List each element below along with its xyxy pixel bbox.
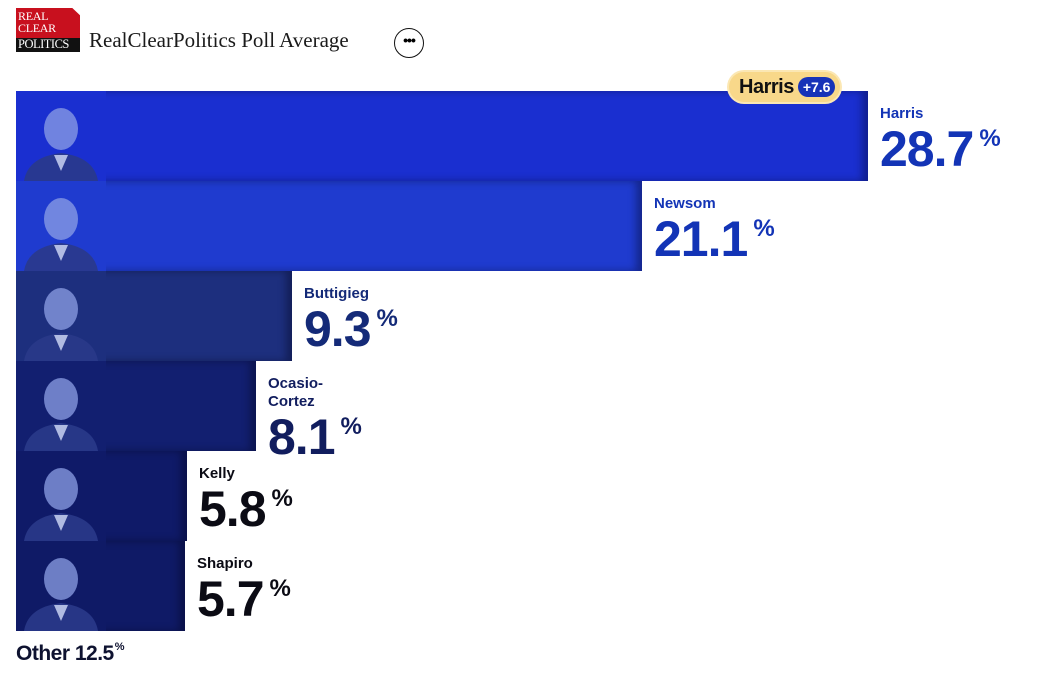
value-number: 5.7 xyxy=(197,571,265,627)
candidate-label: Harris 28.7% xyxy=(880,105,1001,177)
candidate-bar xyxy=(16,361,256,451)
header: REAL CLEAR POLITICS RealClearPolitics Po… xyxy=(16,6,349,54)
rcp-logo: REAL CLEAR POLITICS xyxy=(16,8,80,52)
percent-sign: % xyxy=(340,413,362,440)
candidate-photo xyxy=(16,271,106,361)
candidate-photo xyxy=(16,451,106,541)
logo-line-1: REAL xyxy=(18,9,49,23)
candidate-name: Kelly xyxy=(199,465,235,482)
candidate-photo xyxy=(16,181,106,271)
percent-sign: % xyxy=(376,305,398,332)
candidate-bar xyxy=(16,181,642,271)
candidate-value: 5.8% xyxy=(199,481,293,537)
percent-sign: % xyxy=(269,575,291,602)
candidate-value: 5.7% xyxy=(197,571,291,627)
other-share: Other 12.5% xyxy=(16,641,125,666)
leader-margin: +7.6 xyxy=(797,77,836,97)
candidate-name: Ocasio-Cortez xyxy=(268,375,324,410)
value-number: 5.8 xyxy=(199,481,267,537)
ellipsis-icon: ••• xyxy=(403,32,416,48)
candidate-label: Kelly 5.8% xyxy=(199,465,293,537)
more-options-button[interactable]: ••• xyxy=(394,28,424,58)
chart-title: RealClearPolitics Poll Average xyxy=(89,27,349,52)
percent-sign: % xyxy=(271,485,293,512)
other-label: Other 12.5 xyxy=(16,642,114,665)
percent-sign: % xyxy=(753,215,774,242)
candidate-bar xyxy=(16,451,187,541)
candidate-value: 28.7% xyxy=(880,121,1001,177)
candidate-bar xyxy=(16,541,185,631)
value-number: 21.1 xyxy=(654,211,748,267)
candidate-bar xyxy=(16,91,868,181)
candidate-label: Ocasio-Cortez 8.1% xyxy=(268,375,362,465)
candidate-name: Harris xyxy=(880,105,924,122)
candidate-value: 9.3% xyxy=(304,301,398,357)
leader-name: Harris xyxy=(739,75,794,98)
value-number: 9.3 xyxy=(304,301,372,357)
candidate-value: 21.1% xyxy=(654,211,775,267)
candidate-value: 8.1% xyxy=(268,409,362,465)
candidate-name: Shapiro xyxy=(197,555,253,572)
logo-line-3: POLITICS xyxy=(18,37,69,51)
candidate-label: Buttigieg 9.3% xyxy=(304,285,398,357)
candidate-photo xyxy=(16,541,106,631)
candidate-label: Shapiro 5.7% xyxy=(197,555,291,627)
candidate-bar xyxy=(16,271,292,361)
other-pct-sign: % xyxy=(114,641,125,653)
candidate-photo xyxy=(16,91,106,181)
percent-sign: % xyxy=(979,125,1000,152)
logo-line-2: CLEAR xyxy=(18,21,56,35)
candidate-photo xyxy=(16,361,106,451)
value-number: 28.7 xyxy=(880,121,974,177)
value-number: 8.1 xyxy=(268,409,336,465)
candidate-label: Newsom 21.1% xyxy=(654,195,775,267)
candidate-name: Buttigieg xyxy=(304,285,369,302)
leader-badge: Harris +7.6 xyxy=(729,72,841,102)
candidate-name: Newsom xyxy=(654,195,716,212)
